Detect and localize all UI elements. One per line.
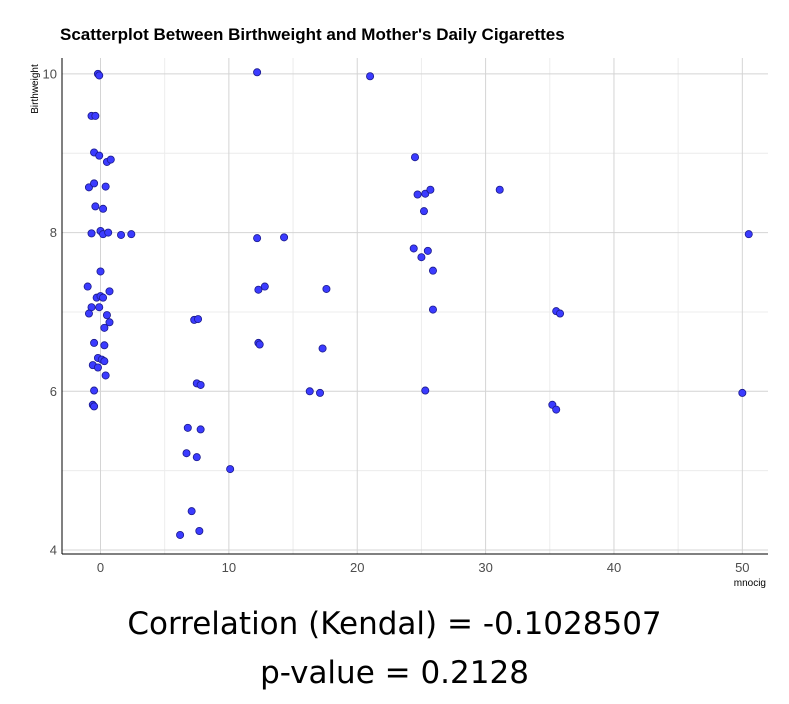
data-point [253,234,262,243]
data-point [226,465,235,474]
correlation-text: Correlation (Kendal) = -0.1028507 [127,606,662,642]
y-tick-label: 10 [43,66,57,81]
data-point [428,266,437,275]
data-point [417,253,426,262]
data-point [102,311,111,320]
data-point [744,230,753,239]
data-point [495,185,504,194]
x-tick-label: 50 [735,560,749,575]
data-point [183,423,192,432]
data-point [316,388,325,397]
data-point [413,190,422,199]
data-point [100,341,109,350]
data-point [421,386,430,395]
data-point [428,305,437,314]
y-tick-label: 6 [50,384,57,399]
data-point [96,267,105,276]
data-point [556,309,565,318]
data-point [552,405,561,414]
data-point [254,285,263,294]
x-axis-title: mnocig [734,578,766,589]
chart-title: Scatterplot Between Birthweight and Moth… [60,25,565,44]
axis-tick-labels: 0 10 20 30 40 50 4 6 8 10 [43,66,750,575]
data-point [101,371,110,380]
data-point [738,388,747,397]
data-point [187,507,196,516]
data-points [83,68,753,539]
x-tick-label: 20 [350,560,364,575]
data-point [194,315,203,324]
data-point [253,68,262,77]
data-point [195,526,204,535]
data-point [322,284,331,293]
data-point [84,309,93,318]
p-value-text: p-value = 0.2128 [260,655,529,691]
data-point [90,402,99,411]
data-point [105,287,114,296]
data-point [90,179,99,188]
data-point [93,363,102,372]
data-point [83,282,92,291]
data-point [117,230,126,239]
data-point [127,230,136,239]
data-point [410,153,419,162]
data-point [419,207,428,216]
x-tick-label: 0 [97,560,104,575]
grid-lines [62,58,768,554]
x-tick-label: 30 [478,560,492,575]
data-point [196,425,205,434]
data-point [87,229,96,238]
y-tick-label: 4 [50,543,57,558]
data-point [409,244,418,253]
data-point [100,357,109,366]
data-point [176,530,185,539]
data-point [192,453,201,462]
data-point [280,233,289,242]
data-point [196,380,205,389]
data-point [104,228,113,237]
data-point [105,318,114,327]
data-point [95,71,104,80]
scatterplot-chart: Scatterplot Between Birthweight and Moth… [30,25,768,589]
data-point [99,293,108,302]
data-point [423,246,432,255]
data-point [305,387,314,396]
x-tick-label: 40 [607,560,621,575]
x-tick-label: 10 [222,560,236,575]
data-point [260,282,269,291]
data-point [90,386,99,395]
data-point [95,303,104,312]
data-point [426,185,435,194]
data-point [101,182,110,191]
data-point [182,449,191,458]
y-axis-title: Birthweight [30,64,41,114]
data-point [90,338,99,347]
data-point [366,72,375,81]
data-point [255,340,264,349]
data-point [91,202,100,211]
data-point [91,111,100,120]
data-point [100,323,109,332]
data-point [99,204,108,213]
data-point [106,155,115,164]
data-point [95,151,104,160]
y-tick-label: 8 [50,225,57,240]
data-point [318,344,327,353]
